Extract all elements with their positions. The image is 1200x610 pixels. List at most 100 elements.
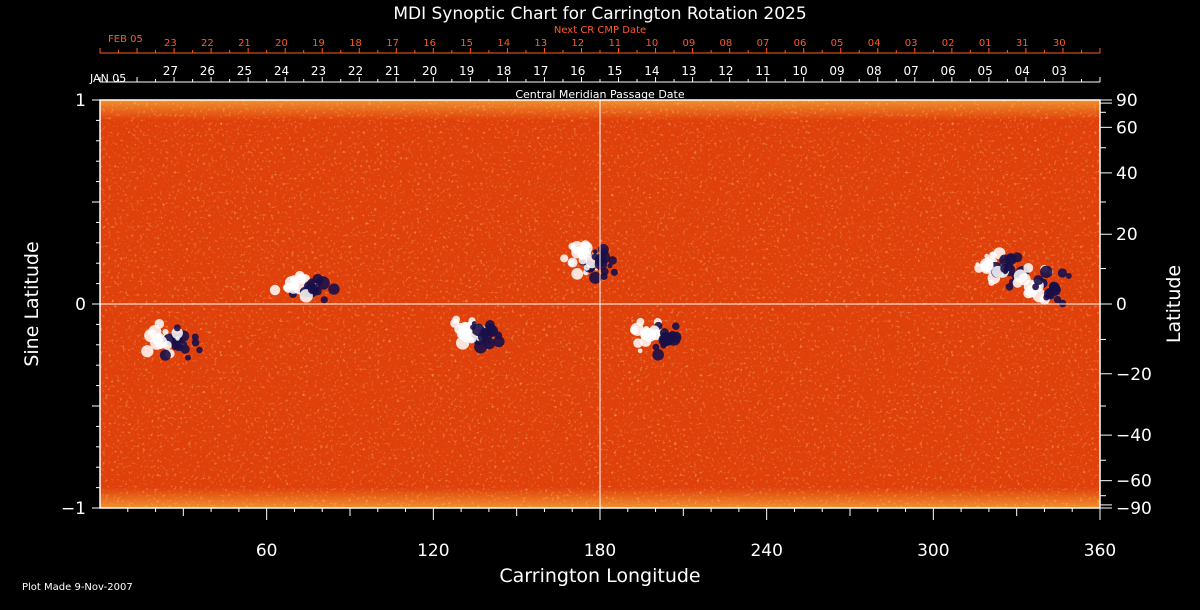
x-tick-label: 240 bbox=[750, 541, 782, 561]
x-tick-label: 360 bbox=[1084, 541, 1116, 561]
cmp-date-label: 06 bbox=[941, 64, 956, 78]
y-right-tick-label: −40 bbox=[1116, 426, 1152, 446]
y-right-tick-label: −20 bbox=[1116, 365, 1152, 385]
positive-flux-patch bbox=[643, 325, 650, 332]
negative-flux-patch bbox=[652, 343, 660, 351]
negative-flux-patch bbox=[191, 338, 200, 347]
x-tick-label: 120 bbox=[417, 541, 449, 561]
y-right-tick-label: −60 bbox=[1116, 472, 1152, 492]
negative-flux-patch bbox=[652, 349, 664, 361]
cmp-date-label: 12 bbox=[718, 64, 733, 78]
cmp-date-label: 19 bbox=[459, 64, 474, 78]
next-cmp-date-label: 07 bbox=[757, 38, 770, 49]
negative-flux-patch bbox=[668, 330, 677, 339]
active-region-7 bbox=[1012, 262, 1072, 308]
negative-flux-patch bbox=[159, 349, 171, 361]
y-right-tick-label: 20 bbox=[1116, 225, 1138, 245]
negative-flux-patch bbox=[1005, 282, 1014, 291]
negative-flux-patch bbox=[320, 296, 328, 304]
negative-flux-patch bbox=[1032, 283, 1040, 291]
chart-title: MDI Synoptic Chart for Carrington Rotati… bbox=[393, 4, 806, 24]
cmp-date-label: 15 bbox=[607, 64, 622, 78]
positive-flux-patch bbox=[162, 328, 169, 336]
cmp-date-label: 20 bbox=[422, 64, 437, 78]
next-cmp-date-label: 15 bbox=[460, 38, 473, 49]
negative-flux-patch bbox=[1033, 275, 1044, 286]
x-tick-label: 60 bbox=[256, 541, 278, 561]
positive-flux-patch bbox=[1023, 262, 1034, 273]
positive-flux-patch bbox=[158, 339, 164, 345]
positive-flux-patch bbox=[162, 340, 172, 350]
negative-flux-patch bbox=[1040, 265, 1053, 279]
y-left-tick-label: 1 bbox=[75, 91, 86, 111]
positive-flux-patch bbox=[455, 336, 470, 350]
next-cmp-date-label: 19 bbox=[312, 38, 325, 49]
negative-flux-patch bbox=[1057, 268, 1068, 278]
positive-flux-patch bbox=[630, 322, 644, 336]
next-cmp-date-label: 04 bbox=[868, 38, 881, 49]
next-cmp-start-label: FEB 05 bbox=[108, 34, 143, 45]
cmp-date-label: 24 bbox=[274, 64, 289, 78]
negative-flux-patch bbox=[191, 333, 199, 341]
active-region-3 bbox=[141, 319, 203, 361]
negative-flux-patch bbox=[196, 346, 203, 354]
x-tick-label: 180 bbox=[584, 541, 616, 561]
negative-flux-patch bbox=[493, 336, 505, 348]
negative-flux-patch bbox=[474, 340, 488, 354]
next-cmp-date-label: 18 bbox=[349, 38, 362, 49]
next-cmp-date-label: 02 bbox=[942, 38, 955, 49]
positive-flux-patch bbox=[269, 284, 281, 296]
cmp-date-label: 09 bbox=[829, 64, 844, 78]
next-cmp-date-label: 30 bbox=[1053, 38, 1066, 49]
positive-flux-patch bbox=[578, 255, 588, 265]
cmp-start-label: JAN 05 bbox=[89, 72, 126, 85]
y-right-tick-label: 0 bbox=[1116, 295, 1127, 315]
next-cmp-date-label: 16 bbox=[423, 38, 436, 49]
positive-flux-patch bbox=[570, 240, 584, 255]
cmp-date-label: 27 bbox=[163, 64, 178, 78]
negative-flux-patch bbox=[1004, 263, 1009, 268]
negative-flux-patch bbox=[592, 249, 598, 254]
grid-lines bbox=[100, 100, 1100, 508]
active-region-4 bbox=[269, 270, 340, 304]
cmp-date-label: 21 bbox=[385, 64, 400, 78]
negative-flux-patch bbox=[1065, 273, 1072, 279]
positive-flux-patch bbox=[986, 259, 991, 265]
y-right-tick-label: 90 bbox=[1116, 91, 1138, 111]
cmp-axis-label: Central Meridian Passage Date bbox=[515, 88, 684, 101]
y-right-tick-label: 40 bbox=[1116, 164, 1138, 184]
negative-flux-patch bbox=[1050, 284, 1061, 295]
y-axis-left: 1 0 −1 bbox=[61, 91, 100, 519]
next-cmp-date-axis: 23 22 21 20 19 18 17 16 15 14 13 12 11 10 09 08 07 06 05 04… bbox=[99, 38, 1101, 54]
cmp-date-label: 03 bbox=[1052, 64, 1067, 78]
active-region-2 bbox=[630, 317, 682, 361]
negative-flux-patch bbox=[1004, 253, 1017, 266]
positive-flux-patch bbox=[457, 322, 464, 329]
next-cmp-date-label: 01 bbox=[979, 38, 992, 49]
active-regions bbox=[141, 240, 1072, 361]
negative-flux-patch bbox=[315, 278, 323, 287]
next-cmp-date-label: 03 bbox=[905, 38, 918, 49]
positive-flux-patch bbox=[141, 345, 154, 358]
y-left-tick-label: −1 bbox=[61, 499, 86, 519]
positive-flux-patch bbox=[989, 251, 997, 260]
positive-flux-patch bbox=[988, 279, 995, 286]
next-cmp-date-label: 06 bbox=[794, 38, 807, 49]
next-cmp-label: Next CR CMP Date bbox=[554, 25, 646, 36]
cmp-date-label: 07 bbox=[903, 64, 918, 78]
negative-flux-patch bbox=[328, 283, 340, 295]
positive-flux-patch bbox=[144, 329, 158, 343]
next-cmp-date-label: 13 bbox=[534, 38, 547, 49]
cmp-date-label: 08 bbox=[866, 64, 881, 78]
negative-flux-patch bbox=[180, 344, 190, 354]
positive-flux-patch bbox=[583, 264, 590, 271]
cmp-date-label: 04 bbox=[1015, 64, 1030, 78]
cmp-date-label: 10 bbox=[792, 64, 807, 78]
negative-flux-patch bbox=[594, 257, 608, 271]
cmp-date-label: 18 bbox=[496, 64, 511, 78]
positive-flux-patch bbox=[571, 268, 584, 280]
next-cmp-date-label: 21 bbox=[238, 38, 251, 49]
positive-flux-patch bbox=[293, 283, 298, 288]
cmp-date-label: 25 bbox=[237, 64, 252, 78]
next-cmp-date-label: 22 bbox=[201, 38, 214, 49]
